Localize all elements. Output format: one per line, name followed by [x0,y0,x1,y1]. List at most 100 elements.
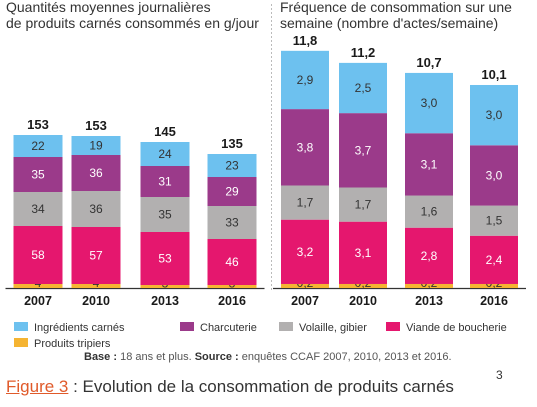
quantity-bar-segment [207,239,257,285]
frequency-chart-title-line: semaine (nombre d'actes/semaine) [280,15,498,31]
quantity-bar-segment [140,197,190,232]
quantity-year-label: 2016 [218,294,246,308]
frequency-total-label: 10,1 [481,67,506,82]
frequency-chart-title-line: Fréquence de consommation sur une [280,0,512,15]
quantity-year-label: 2013 [151,294,179,308]
quantity-segment-label: 22 [31,139,45,153]
quantity-year-label: 2007 [24,294,52,308]
frequency-segment-label: 3,0 [486,168,503,182]
figure-caption: Figure 3 : Evolution de la consommation … [6,377,454,397]
frequency-segment-label: 2,9 [297,73,314,87]
frequency-bar-segment [339,187,387,222]
caption-text: : Evolution de la consommation de produi… [68,377,454,396]
frequency-segment-label: 1,5 [486,214,503,228]
frequency-segment-label: 1,7 [355,198,372,212]
frequency-year-label: 2007 [291,294,319,308]
quantity-segment-label: 57 [89,249,103,263]
legend-label: Charcuterie [200,322,257,334]
quantity-segment-label: 35 [158,208,172,222]
quantity-year-label: 2010 [82,294,110,308]
quantity-bar-segment [140,166,190,197]
frequency-bar-segment [281,109,329,186]
quantity-segment-label: 53 [158,252,172,266]
quantity-segment-label: 23 [225,159,239,173]
frequency-segment-label: 3,8 [297,140,314,154]
frequency-bar-segment [281,50,329,110]
quantity-segment-label: 19 [89,139,103,153]
frequency-bar-segment [405,133,453,196]
quantity-bar-segment [71,284,121,288]
frequency-total-label: 10,7 [416,55,441,70]
frequency-segment-label: 3,1 [355,246,372,260]
frequency-segment-label: 1,6 [421,205,438,219]
legend-swatch [14,338,28,347]
frequency-bar-segment [405,227,453,284]
frequency-segment-label: 1,7 [297,196,314,210]
quantity-bar-segment [13,284,63,288]
quantity-bar-segment [140,285,190,288]
quantity-bar-segment [13,226,63,284]
quantity-segment-label: 24 [158,147,172,161]
frequency-segment-label: 3,1 [421,157,438,171]
frequency-bar-segment [405,72,453,134]
quantity-total-label: 153 [85,118,107,133]
quantity-total-label: 153 [27,117,49,132]
frequency-bar-segment [281,185,329,220]
quantity-bar-segment [71,136,121,155]
frequency-total-label: 11,2 [351,45,376,60]
frequency-bar-segment [470,205,518,236]
chart-legend: Ingrédients carnés Charcuterie Volaille, g… [14,322,507,350]
legend-swatch [14,322,28,331]
page-number: 3 [496,368,503,382]
frequency-bar-segment [339,283,387,288]
frequency-bar-segment [405,283,453,288]
quantity-segment-label: 46 [225,255,239,269]
source-text: enquêtes CCAF 2007, 2010, 2013 et 2016. [238,351,452,363]
frequency-segment-label: 2,8 [421,249,438,263]
frequency-chart-panel: Fréquence de consommation sur unesemaine… [273,0,526,308]
frequency-bar-segment [470,84,518,146]
frequency-bar-segment [339,221,387,284]
quantity-bar-segment [207,285,257,288]
frequency-segment-label: 2,5 [355,81,372,95]
legend-label: Viande de boucherie [406,322,507,334]
quantity-bar-segment [71,227,121,284]
quantity-bar-segment [207,154,257,177]
quantity-bar-segment [140,232,190,285]
quantity-bar-segment [13,157,63,192]
quantity-segment-label: 36 [89,202,103,216]
frequency-segment-label: 3,7 [355,143,372,157]
frequency-year-label: 2013 [415,294,443,308]
quantity-bar-segment [71,155,121,191]
frequency-total-label: 11,8 [293,33,318,48]
quantity-segment-label: 34 [31,202,45,216]
frequency-year-label: 2016 [480,294,508,308]
frequency-bar-segment [339,113,387,188]
frequency-segment-label: 3,0 [486,108,503,122]
legend-label: Ingrédients carnés [34,322,125,334]
quantity-segment-label: 36 [89,166,103,180]
quantity-segment-label: 31 [158,175,172,189]
frequency-bar-segment [470,145,518,206]
frequency-bar-segment [470,283,518,288]
frequency-bar-segment [405,195,453,228]
source-label: Source : [194,351,239,363]
quantity-bar-segment [13,192,63,226]
base-label: Base : [84,351,118,363]
quantity-bar-segment [71,191,121,227]
frequency-bar-segment [281,283,329,288]
figure-link[interactable]: Figure 3 [6,377,69,396]
frequency-segment-label: 3,0 [421,96,438,110]
quantity-chart-title-line: de produits carnés consommés en g/jour [6,15,259,31]
frequency-segment-label: 2,4 [486,253,503,267]
legend-label: Produits tripiers [34,338,111,350]
frequency-segment-label: 3,2 [297,245,314,259]
quantity-bar-segment [13,135,63,157]
legend-swatch [180,322,194,331]
quantity-bar-segment [207,206,257,239]
quantity-bar-segment [207,177,257,206]
quantity-segment-label: 29 [225,185,239,199]
quantity-segment-label: 35 [31,168,45,182]
